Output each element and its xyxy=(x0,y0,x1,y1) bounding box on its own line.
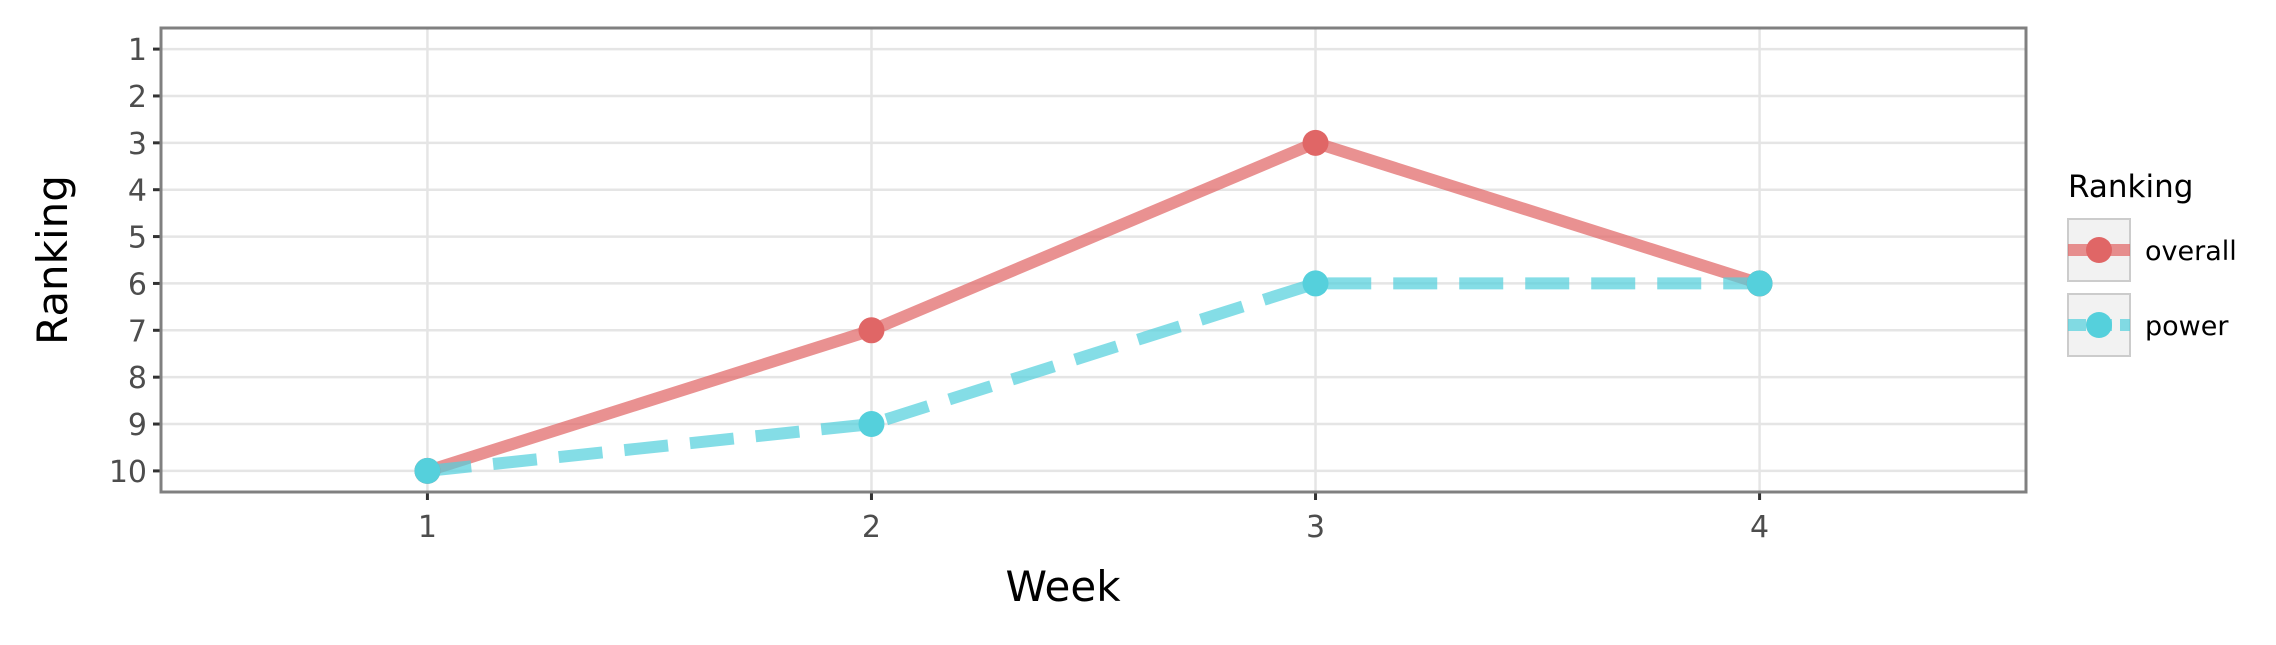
legend-label-overall: overall xyxy=(2145,236,2237,267)
legend-key-point xyxy=(2086,237,2112,263)
x-tick-label-2: 2 xyxy=(862,510,881,545)
y-tick-label-10: 10 xyxy=(109,455,147,490)
data-point-overall-2 xyxy=(858,317,885,344)
x-tick-label-4: 4 xyxy=(1750,510,1769,545)
y-tick-label-4: 4 xyxy=(128,174,147,209)
legend-item-overall: overall xyxy=(2067,218,2237,282)
y-tick-label-7: 7 xyxy=(128,314,147,349)
x-axis-title: Week xyxy=(1005,562,1121,611)
series-line-power xyxy=(426,277,1760,477)
legend-key-point xyxy=(2086,312,2112,338)
series-line-overall xyxy=(425,136,1762,477)
x-tick-label-3: 3 xyxy=(1306,510,1325,545)
y-tick-label-3: 3 xyxy=(128,127,147,162)
y-tick-label-5: 5 xyxy=(128,221,147,256)
legend-title: Ranking xyxy=(2068,169,2193,205)
legend: Ranking overall power xyxy=(2067,169,2237,357)
y-tick-label-1: 1 xyxy=(128,33,147,68)
y-tick-label-9: 9 xyxy=(128,408,147,443)
x-tick-label-1: 1 xyxy=(418,510,437,545)
plot-border xyxy=(159,26,2028,494)
plot-background xyxy=(161,28,2026,492)
y-axis-title: Ranking xyxy=(28,175,77,345)
data-point-power-3 xyxy=(1302,270,1329,297)
data-point-power-4 xyxy=(1746,270,1773,297)
series xyxy=(414,129,1773,484)
y-tick-label-6: 6 xyxy=(128,267,147,302)
data-point-overall-3 xyxy=(1302,129,1329,156)
legend-item-power: power xyxy=(2067,293,2229,357)
y-tick-label-2: 2 xyxy=(128,80,147,115)
data-point-power-1 xyxy=(414,457,441,484)
y-tick-label-8: 8 xyxy=(128,361,147,396)
data-point-power-2 xyxy=(858,411,885,438)
legend-label-power: power xyxy=(2145,311,2229,342)
